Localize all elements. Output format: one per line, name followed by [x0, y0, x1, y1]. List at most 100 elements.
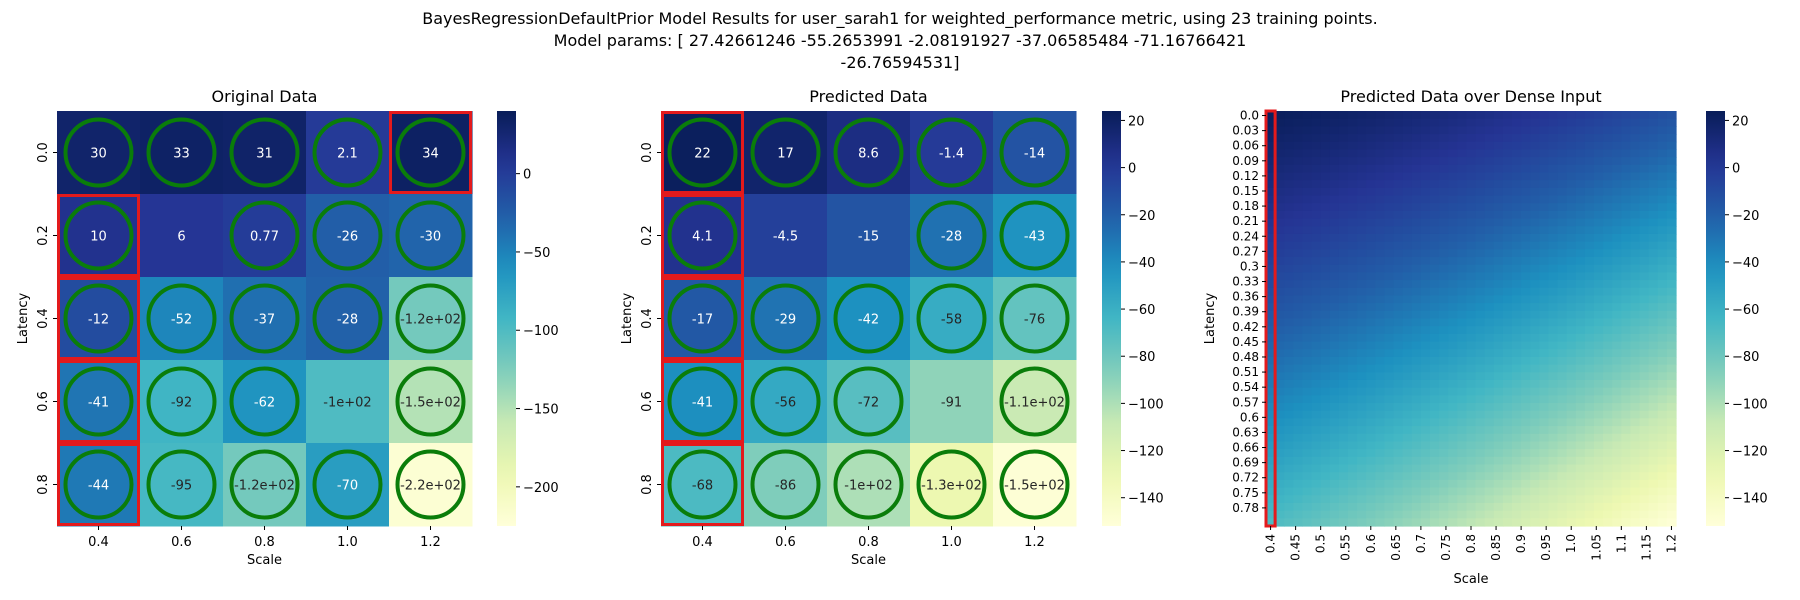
dense-cell — [1475, 233, 1486, 243]
dense-cell — [1621, 303, 1632, 312]
dense-cell — [1338, 341, 1349, 350]
dense-cell — [1393, 149, 1404, 158]
dense-cell — [1311, 126, 1322, 135]
dense-cell — [1493, 149, 1504, 158]
dense-cell — [1539, 341, 1550, 350]
dense-cell — [1475, 479, 1486, 489]
dense-cell — [1448, 157, 1458, 166]
dense-cell — [1275, 203, 1285, 212]
dense-cell — [1484, 272, 1495, 281]
dense-cell — [1275, 295, 1285, 304]
training-point-circle — [999, 449, 1070, 520]
dense-cell — [1420, 126, 1431, 135]
dense-cell — [1594, 479, 1604, 489]
heatmap-cell — [57, 443, 141, 527]
dense-cell — [1329, 387, 1340, 396]
dense-cell — [1530, 433, 1540, 443]
dense-cell — [1484, 141, 1495, 151]
dense-cell — [1594, 257, 1604, 266]
dense-cell — [1612, 187, 1622, 197]
dense-cell — [1393, 203, 1404, 212]
dense-cell — [1484, 456, 1495, 466]
dense-cell — [1493, 164, 1504, 174]
dense-cell — [1266, 349, 1276, 358]
dense-cell — [1548, 433, 1559, 443]
dense-cell — [1320, 502, 1331, 512]
dense-cell — [1375, 418, 1386, 427]
dense-cell — [1320, 203, 1331, 212]
dense-cell — [1484, 441, 1495, 450]
dense-cell — [1502, 111, 1513, 120]
dense-cell — [1430, 341, 1440, 350]
dense-cell — [1302, 395, 1313, 404]
dense-cell — [1484, 172, 1495, 181]
dense-cell — [1512, 233, 1522, 243]
dense-cell — [1302, 287, 1313, 297]
cell-value-label: 22 — [694, 147, 711, 162]
colorbar-tick-label: 20 — [1128, 114, 1145, 129]
dense-cell — [1457, 510, 1468, 519]
dense-cell — [1603, 441, 1613, 450]
dense-cell — [1439, 356, 1449, 366]
heatmap-cell — [140, 443, 224, 527]
dense-cell — [1284, 180, 1294, 189]
dense-cell — [1666, 141, 1677, 151]
dense-cell — [1375, 172, 1386, 181]
y-tick-label: 0.2 — [36, 225, 51, 246]
dense-cell — [1411, 487, 1422, 496]
dense-cell — [1566, 241, 1577, 250]
dense-cell — [1648, 433, 1659, 443]
y-tick-label: 0.4 — [640, 308, 655, 329]
dense-cell — [1639, 118, 1650, 127]
dense-cell — [1439, 164, 1449, 174]
cell-value-label: 17 — [777, 147, 794, 162]
dense-cell — [1575, 433, 1586, 443]
dense-cell — [1348, 487, 1358, 496]
dense-cell — [1284, 157, 1294, 166]
y-tick-label: 0.03 — [1232, 124, 1259, 138]
dense-cell — [1430, 118, 1440, 127]
dense-cell — [1639, 126, 1650, 135]
dense-cell — [1484, 233, 1495, 243]
dense-cell — [1457, 218, 1468, 227]
dense-cell — [1393, 510, 1404, 519]
dense-cell — [1411, 141, 1422, 151]
dense-cell — [1275, 210, 1285, 220]
dense-cell — [1548, 356, 1559, 366]
dense-cell — [1329, 449, 1340, 458]
dense-cell — [1430, 233, 1440, 243]
dense-cell — [1584, 280, 1595, 289]
dense-cell — [1648, 303, 1659, 312]
dense-cell — [1612, 349, 1622, 358]
dense-cell — [1320, 418, 1331, 427]
dense-cell — [1284, 410, 1294, 420]
dense-cell — [1402, 264, 1413, 273]
dense-cell — [1502, 287, 1513, 297]
dense-cell — [1548, 295, 1559, 304]
dense-cell — [1512, 111, 1522, 120]
dense-cell — [1366, 203, 1376, 212]
dense-cell — [1603, 395, 1613, 404]
dense-cell — [1630, 426, 1641, 435]
dense-cell — [1375, 449, 1386, 458]
dense-cell — [1311, 226, 1322, 235]
dense-cell — [1630, 310, 1641, 320]
dense-cell — [1439, 487, 1449, 496]
dense-cell — [1366, 426, 1376, 435]
dense-cell — [1530, 372, 1540, 381]
dense-cell — [1648, 126, 1659, 135]
dense-cell — [1512, 356, 1522, 366]
dense-cell — [1384, 164, 1395, 174]
dense-cell — [1512, 218, 1522, 227]
dense-cell — [1366, 464, 1376, 473]
dense-cell — [1530, 518, 1540, 527]
dense-cell — [1575, 518, 1586, 527]
dense-cell — [1266, 464, 1276, 473]
dense-cell — [1557, 195, 1568, 204]
dense-cell — [1430, 164, 1440, 174]
dense-cell — [1329, 379, 1340, 389]
x-tick-label: 0.65 — [1389, 534, 1403, 561]
dense-cell — [1311, 218, 1322, 227]
dense-cell — [1329, 249, 1340, 258]
dense-cell — [1348, 403, 1358, 412]
